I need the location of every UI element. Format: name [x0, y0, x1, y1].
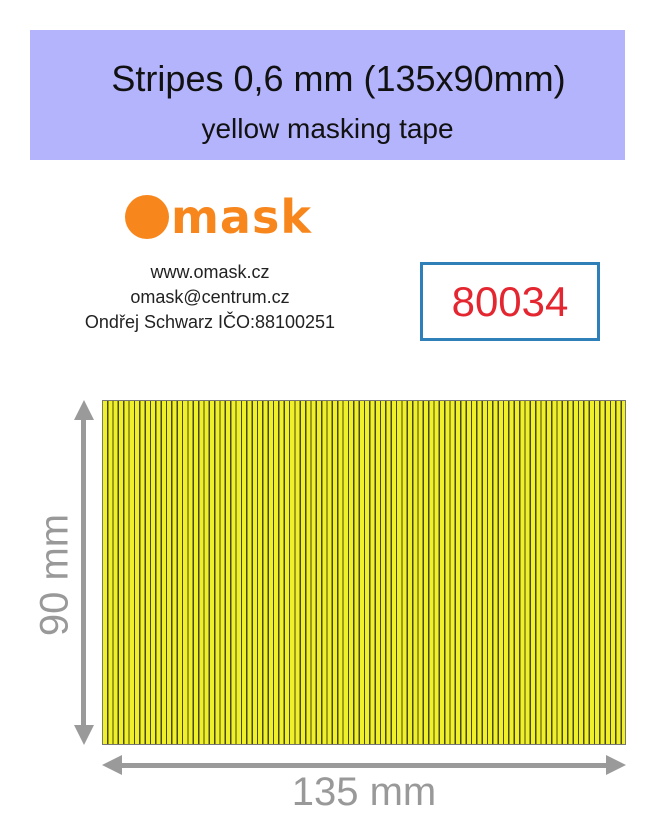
header-banner: [30, 30, 625, 160]
product-title: Stripes 0,6 mm (135x90mm): [111, 58, 566, 99]
height-arrow-shaft: [81, 418, 86, 728]
product-code-box: 80034: [420, 262, 600, 341]
omask-logo: mask: [125, 192, 312, 242]
website-text: www.omask.cz: [150, 262, 270, 282]
arrow-down-icon: [74, 725, 94, 745]
arrow-left-icon: [102, 755, 122, 775]
arrow-up-icon: [74, 400, 94, 420]
width-arrow-shaft: [120, 763, 608, 768]
owner-text: Ondřej Schwarz IČO:88100251: [84, 312, 336, 332]
width-label: 135 mm: [291, 770, 437, 814]
height-label: 90 mm: [32, 513, 77, 637]
email-text: omask@centrum.cz: [130, 287, 290, 307]
logo-circle-icon: [125, 195, 169, 239]
product-code: 80034: [451, 277, 569, 325]
striped-tape-sheet: [102, 400, 626, 745]
product-subtitle: yellow masking tape: [201, 113, 454, 144]
logo-text: mask: [171, 190, 312, 244]
arrow-right-icon: [606, 755, 626, 775]
